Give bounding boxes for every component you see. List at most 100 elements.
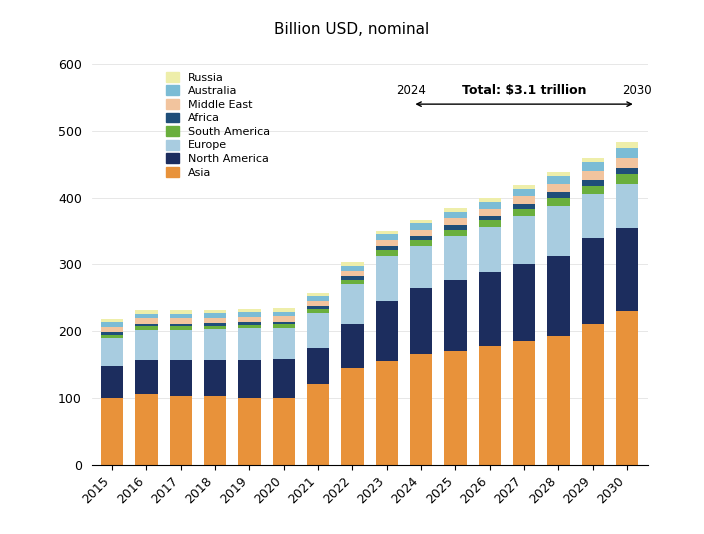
Bar bbox=[410, 223, 432, 230]
Text: 2030: 2030 bbox=[622, 84, 652, 97]
Bar bbox=[307, 293, 329, 296]
Bar bbox=[479, 272, 501, 346]
Bar bbox=[547, 336, 570, 465]
Bar bbox=[135, 329, 158, 360]
Bar bbox=[444, 225, 467, 230]
Bar bbox=[101, 366, 123, 398]
Bar bbox=[513, 216, 535, 264]
Bar bbox=[410, 240, 432, 246]
Bar bbox=[238, 323, 260, 325]
Bar bbox=[238, 317, 260, 323]
Bar bbox=[582, 158, 604, 162]
Bar bbox=[479, 202, 501, 209]
Bar bbox=[547, 184, 570, 192]
Bar bbox=[307, 307, 329, 309]
Legend: Russia, Australia, Middle East, Africa, South America, Europe, North America, As: Russia, Australia, Middle East, Africa, … bbox=[164, 69, 272, 180]
Bar bbox=[547, 171, 570, 176]
Bar bbox=[513, 185, 535, 189]
Bar bbox=[101, 398, 123, 465]
Bar bbox=[410, 246, 432, 288]
Bar bbox=[170, 310, 192, 313]
Bar bbox=[616, 311, 639, 465]
Bar bbox=[479, 220, 501, 227]
Bar bbox=[101, 323, 123, 327]
Bar bbox=[410, 355, 432, 465]
Bar bbox=[272, 308, 295, 312]
Bar bbox=[444, 211, 467, 218]
Bar bbox=[616, 158, 639, 168]
Bar bbox=[101, 327, 123, 332]
Bar bbox=[479, 198, 501, 202]
Bar bbox=[307, 384, 329, 465]
Bar bbox=[307, 296, 329, 301]
Bar bbox=[547, 192, 570, 198]
Bar bbox=[616, 142, 639, 147]
Bar bbox=[341, 262, 363, 265]
Bar bbox=[582, 238, 604, 324]
Bar bbox=[410, 219, 432, 223]
Bar bbox=[204, 326, 226, 329]
Bar bbox=[376, 240, 398, 246]
Bar bbox=[170, 324, 192, 326]
Bar bbox=[479, 216, 501, 220]
Bar bbox=[582, 185, 604, 194]
Bar bbox=[582, 324, 604, 465]
Bar bbox=[444, 280, 467, 351]
Bar bbox=[341, 266, 363, 271]
Bar bbox=[444, 208, 467, 211]
Bar bbox=[272, 359, 295, 398]
Bar bbox=[170, 360, 192, 396]
Bar bbox=[376, 234, 398, 240]
Bar bbox=[135, 395, 158, 465]
Bar bbox=[204, 396, 226, 465]
Bar bbox=[582, 194, 604, 238]
Bar bbox=[272, 398, 295, 465]
Bar bbox=[238, 328, 260, 360]
Bar bbox=[513, 341, 535, 465]
Bar bbox=[513, 189, 535, 196]
Bar bbox=[204, 318, 226, 323]
Bar bbox=[170, 329, 192, 360]
Bar bbox=[238, 325, 260, 328]
Bar bbox=[444, 236, 467, 280]
Bar bbox=[376, 301, 398, 361]
Bar bbox=[204, 329, 226, 360]
Bar bbox=[616, 168, 639, 174]
Bar bbox=[444, 218, 467, 225]
Bar bbox=[101, 335, 123, 339]
Bar bbox=[582, 162, 604, 171]
Bar bbox=[444, 351, 467, 465]
Bar bbox=[307, 313, 329, 348]
Bar bbox=[616, 227, 639, 311]
Bar bbox=[238, 360, 260, 398]
Bar bbox=[272, 328, 295, 359]
Bar bbox=[616, 147, 639, 158]
Bar bbox=[582, 179, 604, 185]
Bar bbox=[410, 288, 432, 355]
Bar bbox=[135, 360, 158, 395]
Bar bbox=[479, 346, 501, 465]
Bar bbox=[170, 396, 192, 465]
Text: 2024: 2024 bbox=[396, 84, 426, 97]
Bar bbox=[582, 171, 604, 179]
Bar bbox=[513, 209, 535, 216]
Bar bbox=[513, 196, 535, 203]
Bar bbox=[135, 324, 158, 326]
Bar bbox=[341, 368, 363, 465]
Bar bbox=[479, 209, 501, 216]
Bar bbox=[307, 309, 329, 313]
Bar bbox=[479, 227, 501, 272]
Bar bbox=[204, 323, 226, 326]
Bar bbox=[101, 332, 123, 335]
Text: Billion USD, nominal: Billion USD, nominal bbox=[275, 22, 429, 37]
Bar bbox=[272, 321, 295, 324]
Bar bbox=[376, 361, 398, 465]
Bar bbox=[513, 264, 535, 341]
Bar bbox=[238, 398, 260, 465]
Bar bbox=[307, 301, 329, 307]
Bar bbox=[204, 313, 226, 318]
Bar bbox=[135, 310, 158, 313]
Bar bbox=[170, 326, 192, 329]
Bar bbox=[135, 318, 158, 324]
Bar bbox=[616, 184, 639, 227]
